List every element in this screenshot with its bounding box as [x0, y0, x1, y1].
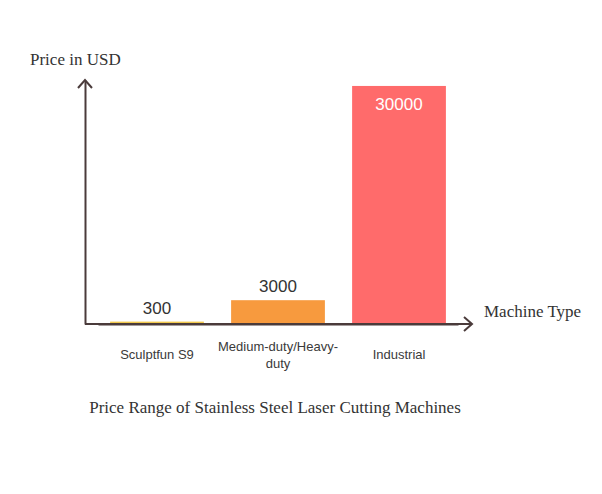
text-line: Price Range of Stainless Steel Laser Cut… [89, 398, 461, 417]
text-line: Medium-duty/Heavy- [218, 339, 338, 354]
text-line: Machine Type [484, 302, 581, 321]
bar [352, 86, 446, 324]
x-tick: Industrial [373, 324, 426, 362]
x-axis-extension [85, 323, 472, 325]
data-label: 3000 [259, 277, 297, 296]
y-axis [85, 81, 86, 325]
y-axis-arrow [78, 80, 92, 88]
data-label: 300 [143, 299, 171, 318]
x-tick-label: Sculptfun S9 [120, 347, 194, 362]
chart-title: Price Range of Stainless Steel Laser Cut… [89, 398, 461, 417]
bar [231, 300, 325, 324]
bars [110, 86, 446, 324]
data-label: 30000 [375, 95, 422, 114]
data-labels: 300 3000 30000 [143, 95, 423, 318]
text-line: Industrial [373, 347, 426, 362]
x-axis: Sculptfun S9 Medium-duty/Heavy-duty Indust… [99, 324, 459, 371]
text-line: Sculptfun S9 [120, 347, 194, 362]
x-tick-label: Industrial [373, 347, 426, 362]
x-axis-title: Machine Type [484, 302, 581, 321]
x-tick: Medium-duty/Heavy-duty [218, 324, 338, 371]
x-axis-arrow [464, 317, 472, 331]
x-tick: Sculptfun S9 [120, 324, 194, 362]
y-axis-line [85, 81, 87, 325]
x-tick-label: Medium-duty/Heavy-duty [218, 339, 338, 371]
y-axis-title: Price in USD [30, 50, 121, 69]
chart: Sculptfun S9 Medium-duty/Heavy-duty Indust… [0, 0, 602, 494]
text-line: duty [266, 356, 291, 371]
